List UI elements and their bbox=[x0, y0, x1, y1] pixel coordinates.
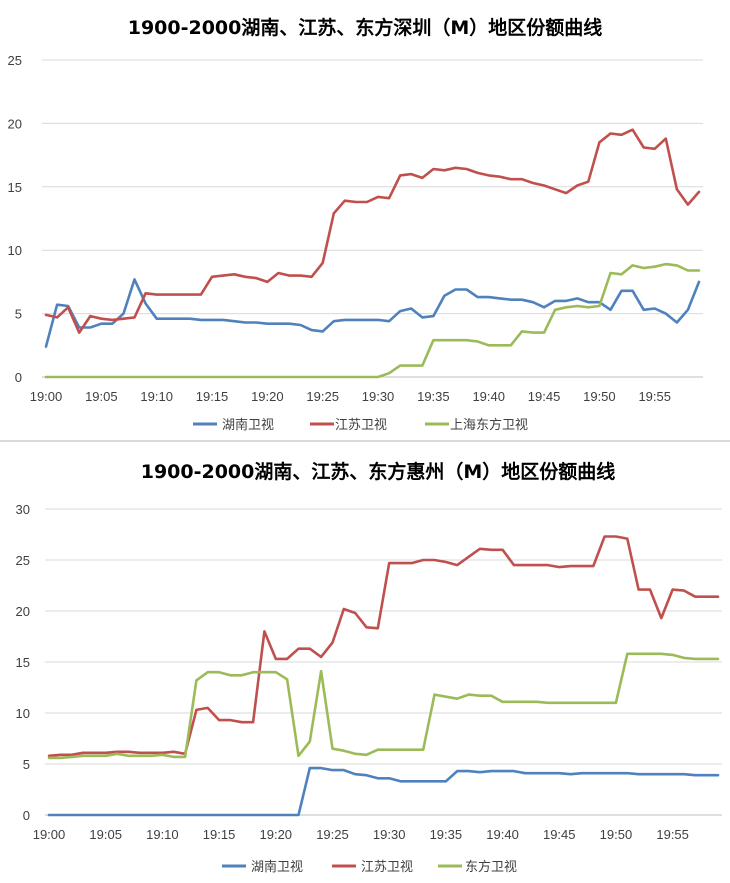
x-tick-label: 19:35 bbox=[430, 827, 463, 842]
x-tick-label: 19:05 bbox=[89, 827, 122, 842]
legend-label: 东方卫视 bbox=[465, 859, 517, 875]
x-tick-label: 19:50 bbox=[600, 827, 633, 842]
y-tick-label: 5 bbox=[23, 757, 30, 772]
y-tick-label: 30 bbox=[16, 502, 30, 517]
legend-item: 湖南卫视 bbox=[222, 859, 303, 875]
x-tick-label: 19:35 bbox=[417, 389, 450, 404]
y-tick-label: 10 bbox=[16, 706, 30, 721]
x-tick-label: 19:25 bbox=[306, 389, 339, 404]
series-line-2 bbox=[44, 128, 701, 334]
legend-label: 江苏卫视 bbox=[361, 859, 413, 875]
x-tick-label: 19:15 bbox=[203, 827, 236, 842]
y-tick-label: 0 bbox=[15, 370, 22, 385]
x-tick-label: 19:45 bbox=[528, 389, 561, 404]
x-tick-label: 19:30 bbox=[373, 827, 406, 842]
x-tick-label: 19:20 bbox=[260, 827, 293, 842]
line-chart-shenzhen: 1900-2000湖南、江苏、东方深圳（M）地区份额曲线 0 5 10 15 20 25 1… bbox=[8, 16, 703, 433]
chart-title: 1900-2000湖南、江苏、东方惠州（M）地区份额曲线 bbox=[141, 460, 616, 483]
legend-item: 东方卫视 bbox=[438, 859, 517, 875]
x-tick-label: 19:45 bbox=[543, 827, 576, 842]
line-chart-huizhou: 1900-2000湖南、江苏、东方惠州（M）地区份额曲线 0 5 10 15 20 25 3… bbox=[16, 460, 722, 875]
legend-label: 上海东方卫视 bbox=[450, 417, 528, 433]
series-line-1 bbox=[47, 766, 720, 817]
x-tick-label: 19:50 bbox=[583, 389, 616, 404]
chart-panel-shenzhen: 1900-2000湖南、江苏、东方深圳（M）地区份额曲线 0 5 10 15 20 25 1… bbox=[0, 0, 730, 440]
panel-divider bbox=[0, 440, 730, 442]
x-tick-label: 19:30 bbox=[362, 389, 395, 404]
series-line-1 bbox=[44, 278, 701, 348]
x-tick-label: 19:25 bbox=[316, 827, 349, 842]
legend-label: 江苏卫视 bbox=[335, 417, 387, 433]
x-tick-label: 19:20 bbox=[251, 389, 284, 404]
y-tick-label: 25 bbox=[8, 53, 22, 68]
x-tick-label: 19:55 bbox=[638, 389, 671, 404]
y-tick-label: 20 bbox=[16, 604, 30, 619]
gridlines bbox=[45, 508, 722, 816]
legend-item: 上海东方卫视 bbox=[425, 417, 528, 433]
x-tick-label: 19:55 bbox=[656, 827, 689, 842]
x-tick-label: 19:40 bbox=[486, 827, 519, 842]
x-tick-label: 19:10 bbox=[146, 827, 179, 842]
series-line-3 bbox=[47, 652, 720, 760]
y-tick-label: 25 bbox=[16, 553, 30, 568]
y-tick-label: 0 bbox=[23, 808, 30, 823]
gridlines bbox=[42, 59, 703, 378]
legend-label: 湖南卫视 bbox=[251, 859, 303, 875]
series-line-2 bbox=[47, 535, 720, 758]
series-line-3 bbox=[44, 262, 701, 379]
chart-panel-huizhou: 1900-2000湖南、江苏、东方惠州（M）地区份额曲线 0 5 10 15 20 25 3… bbox=[0, 442, 730, 883]
legend-item: 江苏卫视 bbox=[332, 859, 413, 875]
x-tick-label: 19:00 bbox=[33, 827, 66, 842]
y-tick-label: 5 bbox=[15, 307, 22, 322]
x-tick-label: 19:15 bbox=[196, 389, 229, 404]
y-tick-label: 20 bbox=[8, 116, 22, 131]
legend-item: 江苏卫视 bbox=[310, 417, 387, 433]
y-tick-label: 15 bbox=[8, 180, 22, 195]
legend-label: 湖南卫视 bbox=[222, 417, 274, 433]
chart-title: 1900-2000湖南、江苏、东方深圳（M）地区份额曲线 bbox=[128, 16, 603, 39]
y-tick-label: 10 bbox=[8, 243, 22, 258]
x-tick-label: 19:00 bbox=[30, 389, 63, 404]
x-tick-label: 19:05 bbox=[85, 389, 118, 404]
x-tick-label: 19:10 bbox=[140, 389, 173, 404]
x-tick-label: 19:40 bbox=[472, 389, 505, 404]
legend-item: 湖南卫视 bbox=[193, 417, 274, 433]
y-tick-label: 15 bbox=[16, 655, 30, 670]
